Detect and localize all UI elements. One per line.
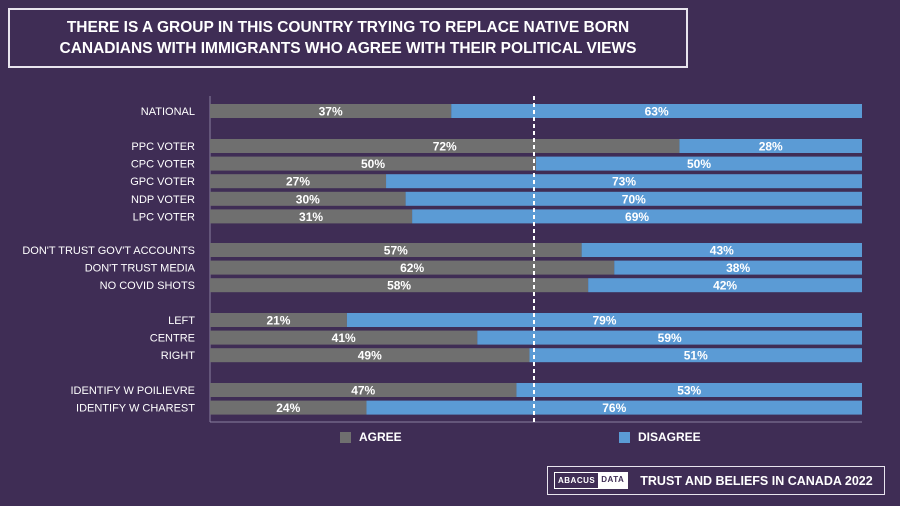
data-label-disagree: 73% bbox=[612, 175, 636, 189]
category-label: CENTRE bbox=[150, 333, 195, 345]
data-label-disagree: 59% bbox=[658, 331, 682, 345]
legend-label-agree: AGREE bbox=[359, 430, 402, 444]
bar-agree bbox=[210, 174, 387, 189]
bar-agree bbox=[210, 139, 680, 153]
category-label: CPC VOTER bbox=[131, 159, 195, 171]
bar-disagree bbox=[366, 400, 862, 415]
data-label-disagree: 51% bbox=[684, 349, 708, 363]
bar-disagree bbox=[581, 243, 862, 257]
category-label: LEFT bbox=[168, 315, 195, 327]
footer: ABACUS DATA TRUST AND BELIEFS IN CANADA … bbox=[547, 466, 885, 495]
bar-agree bbox=[210, 313, 347, 327]
bar-disagree bbox=[679, 139, 862, 153]
bar-disagree bbox=[346, 313, 862, 327]
data-label-agree: 30% bbox=[296, 192, 320, 206]
chart-title-line-1: THERE IS A GROUP IN THIS COUNTRY TRYING … bbox=[66, 19, 630, 36]
data-label-disagree: 28% bbox=[759, 140, 783, 154]
data-label-agree: 24% bbox=[276, 401, 300, 415]
bar-agree bbox=[210, 400, 367, 415]
data-label-agree: 72% bbox=[433, 140, 457, 154]
legend-item-disagree: DISAGREE bbox=[619, 430, 701, 444]
data-label-disagree: 63% bbox=[645, 105, 669, 119]
bar-disagree bbox=[614, 260, 862, 275]
footer-title: TRUST AND BELIEFS IN CANADA 2022 bbox=[640, 473, 873, 488]
data-label-agree: 41% bbox=[332, 331, 356, 345]
chart-title: THERE IS A GROUP IN THIS COUNTRY TRYING … bbox=[8, 8, 688, 68]
bar-agree bbox=[210, 191, 406, 206]
bar-agree bbox=[210, 330, 478, 345]
bar-agree bbox=[210, 260, 615, 275]
data-label-disagree: 69% bbox=[625, 210, 649, 224]
data-label-agree: 58% bbox=[387, 279, 411, 293]
category-label: NDP VOTER bbox=[131, 194, 195, 206]
bar-agree bbox=[210, 104, 452, 118]
legend-label-disagree: DISAGREE bbox=[638, 430, 701, 444]
data-label-disagree: 79% bbox=[592, 314, 616, 328]
data-label-disagree: 43% bbox=[710, 244, 734, 258]
abacus-data-logo: ABACUS DATA bbox=[554, 472, 629, 489]
bar-disagree bbox=[588, 278, 862, 293]
category-label: DON'T TRUST GOV'T ACCOUNTS bbox=[22, 245, 195, 257]
category-label: LPC VOTER bbox=[133, 211, 195, 223]
data-label-agree: 37% bbox=[319, 105, 343, 119]
bar-agree bbox=[210, 243, 582, 257]
data-label-agree: 62% bbox=[400, 261, 424, 275]
bar-agree bbox=[210, 209, 413, 224]
data-label-agree: 31% bbox=[299, 210, 323, 224]
bar-disagree bbox=[529, 348, 862, 363]
legend-swatch-disagree bbox=[619, 431, 630, 443]
category-label: PPC VOTER bbox=[131, 141, 195, 153]
bar-agree bbox=[210, 383, 517, 397]
bar-disagree bbox=[536, 156, 862, 171]
bar-disagree bbox=[405, 191, 862, 206]
category-label: IDENTIFY W CHAREST bbox=[76, 403, 195, 415]
chart-title-line-2: CANADIANS WITH IMMIGRANTS WHO AGREE WITH… bbox=[59, 40, 637, 57]
data-label-disagree: 38% bbox=[726, 261, 750, 275]
data-label-agree: 49% bbox=[358, 349, 382, 363]
logo-text-left: ABACUS bbox=[558, 475, 596, 485]
bar-disagree bbox=[516, 383, 862, 397]
bar-agree bbox=[210, 278, 589, 293]
data-label-disagree: 76% bbox=[602, 401, 626, 415]
data-label-agree: 50% bbox=[361, 157, 385, 171]
bar-agree bbox=[210, 348, 530, 363]
category-label: NATIONAL bbox=[141, 106, 195, 118]
data-label-disagree: 70% bbox=[622, 192, 646, 206]
data-label-agree: 21% bbox=[266, 314, 290, 328]
data-label-agree: 57% bbox=[384, 244, 408, 258]
data-label-disagree: 42% bbox=[713, 279, 737, 293]
legend-item-agree: AGREE bbox=[340, 430, 402, 444]
bar-disagree bbox=[451, 104, 862, 118]
data-label-agree: 47% bbox=[351, 384, 375, 398]
bar-agree bbox=[210, 156, 536, 171]
category-label: DON'T TRUST MEDIA bbox=[85, 263, 196, 275]
bar-disagree bbox=[386, 174, 862, 189]
category-label: RIGHT bbox=[161, 350, 196, 362]
category-label: IDENTIFY W POILIEVRE bbox=[71, 385, 196, 397]
data-label-disagree: 53% bbox=[677, 384, 701, 398]
data-label-agree: 27% bbox=[286, 175, 310, 189]
bar-disagree bbox=[412, 209, 862, 224]
data-label-disagree: 50% bbox=[687, 157, 711, 171]
bar-disagree bbox=[477, 330, 862, 345]
legend-swatch-agree bbox=[340, 431, 351, 443]
category-label: NO COVID SHOTS bbox=[100, 280, 195, 292]
logo-text-right: DATA bbox=[598, 473, 628, 488]
category-label: GPC VOTER bbox=[130, 176, 195, 188]
